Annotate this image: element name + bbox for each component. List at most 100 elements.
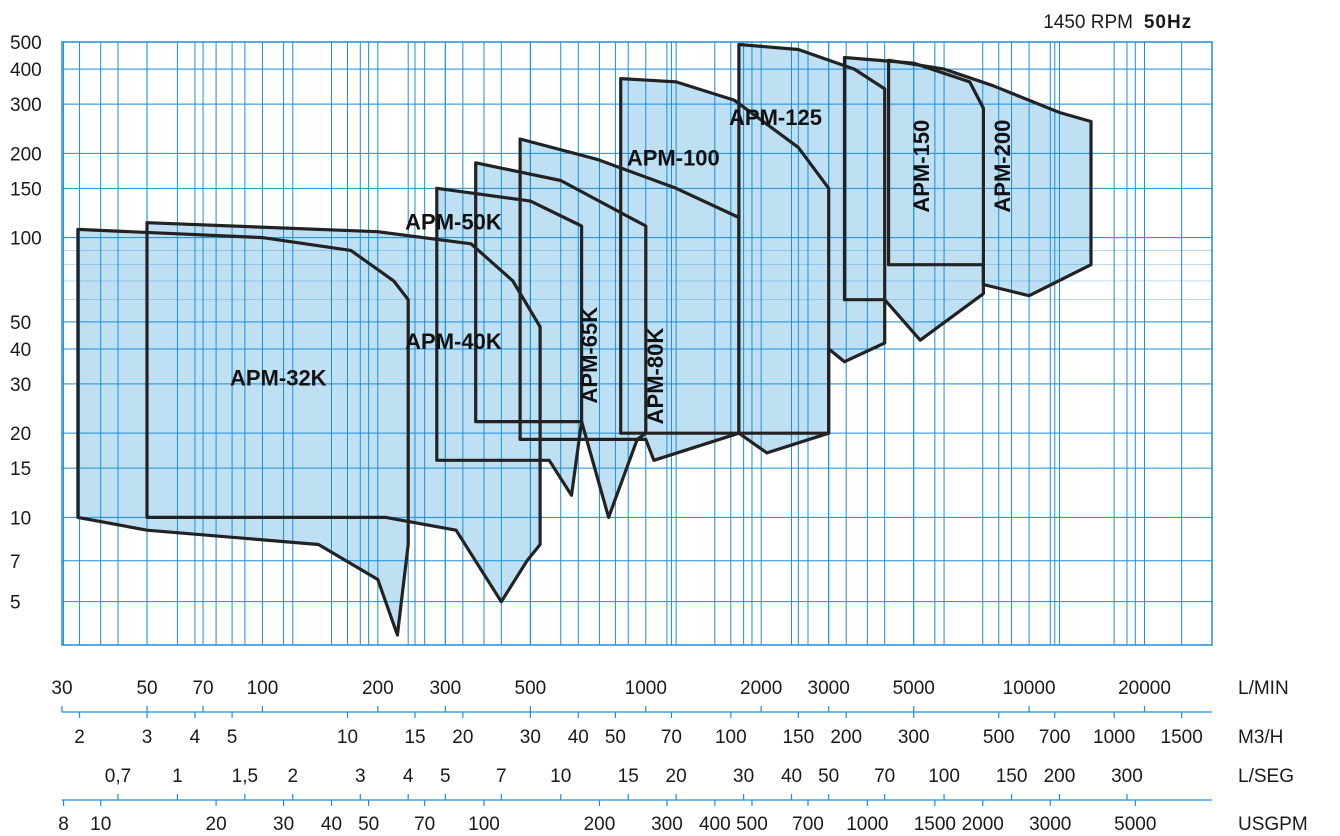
scale-tick-label: 50 bbox=[358, 814, 379, 835]
scale-tick-label: 1,5 bbox=[232, 766, 258, 787]
scale-tick-label: 500 bbox=[515, 678, 547, 699]
scale-tick-label: 1 bbox=[172, 766, 183, 787]
scale-tick-label: 20 bbox=[206, 814, 227, 835]
zone-outline-apm-65k bbox=[474, 161, 648, 519]
scale-tick-label: 4 bbox=[403, 766, 414, 787]
scale-tick-label: 20 bbox=[452, 727, 473, 748]
scale-tick-label: 50 bbox=[605, 727, 626, 748]
zone-outline-apm-80k bbox=[518, 137, 741, 462]
scale-tick-label: 5000 bbox=[893, 678, 935, 699]
zone-label-apm-65k: APM-65K bbox=[577, 307, 602, 404]
scale-tick-label: 300 bbox=[651, 814, 683, 835]
scale-tick-label: 100 bbox=[247, 678, 279, 699]
scale-tick-label: 5 bbox=[440, 766, 451, 787]
scale-tick-label: 50 bbox=[136, 678, 157, 699]
scale-tick-label: 30 bbox=[273, 814, 294, 835]
scale-tick-label: 40 bbox=[321, 814, 342, 835]
scale-tick-label: 3 bbox=[355, 766, 366, 787]
y-tick-label: 20 bbox=[10, 424, 31, 445]
scale-tick-label: 100 bbox=[468, 814, 500, 835]
scale-tick-label: 15 bbox=[404, 727, 425, 748]
scale-tick-label: 40 bbox=[781, 766, 802, 787]
scale-tick-label: 70 bbox=[661, 727, 682, 748]
zone-label-apm-80k: APM-80K bbox=[643, 328, 668, 425]
scale-tick-label: 5000 bbox=[1114, 814, 1156, 835]
scale-m3h: 2 3 4 5 10 15 20 30 40 50 70 100 150 200 300 500 700 1000… bbox=[62, 711, 1283, 748]
scale-tick-label: 0,7 bbox=[105, 766, 131, 787]
scale-unit-label: USGPM bbox=[1238, 814, 1308, 835]
scale-unit-label: L/MIN bbox=[1238, 678, 1289, 699]
scale-tick-label: 300 bbox=[898, 727, 930, 748]
scale-tick-label: 8 bbox=[58, 814, 69, 835]
y-tick-label: 10 bbox=[10, 508, 31, 529]
y-tick-label: 50 bbox=[10, 313, 31, 334]
zone-label-apm-50k: APM-50K bbox=[405, 210, 502, 235]
scale-unit-label: L/SEG bbox=[1238, 766, 1294, 787]
scale-tick-label: 300 bbox=[429, 678, 461, 699]
scale-tick-label: 500 bbox=[736, 814, 768, 835]
y-tick-label: 150 bbox=[10, 179, 42, 200]
zone-outline-apm-100 bbox=[619, 77, 831, 455]
y-tick-label: 100 bbox=[10, 229, 42, 250]
y-tick-label: 15 bbox=[10, 459, 31, 480]
zone-label-apm-32k: APM-32K bbox=[230, 366, 327, 391]
frequency-label: 50Hz bbox=[1144, 12, 1192, 33]
scale-tick-label: 50 bbox=[818, 766, 839, 787]
zone-outline-apm-40k bbox=[145, 221, 542, 604]
scale-tick-label: 700 bbox=[792, 814, 824, 835]
zone-outline-apm-200 bbox=[887, 58, 1093, 298]
scale-tick-label: 10 bbox=[550, 766, 571, 787]
scale-tick-label: 70 bbox=[874, 766, 895, 787]
scale-tick-label: 70 bbox=[414, 814, 435, 835]
scale-tick-label: 30 bbox=[733, 766, 754, 787]
zone-outline-apm-50k bbox=[435, 186, 584, 497]
scale-tick-label: 20 bbox=[666, 766, 687, 787]
scale-tick-label: 30 bbox=[51, 678, 72, 699]
scale-tick-label: 30 bbox=[520, 727, 541, 748]
scale-tick-label: 1000 bbox=[625, 678, 667, 699]
scale-tick-label: 40 bbox=[568, 727, 589, 748]
zone-outline-apm-125 bbox=[737, 42, 887, 435]
scale-tick-label: 200 bbox=[1044, 766, 1076, 787]
y-tick-label: 7 bbox=[10, 552, 21, 573]
zone-label-apm-100: APM-100 bbox=[627, 145, 720, 170]
scale-tick-label: 300 bbox=[1111, 766, 1143, 787]
plot-frame bbox=[61, 41, 1213, 646]
y-axis: 500 400 300 200 150 100 50 40 30 20 15 10 7 5 bbox=[10, 33, 42, 614]
scale-tick-label: 150 bbox=[782, 727, 814, 748]
zone-label-apm-150: APM-150 bbox=[909, 120, 934, 213]
scale-tick-label: 2000 bbox=[962, 814, 1004, 835]
y-tick-label: 400 bbox=[10, 60, 42, 81]
scale-tick-label: 4 bbox=[190, 727, 201, 748]
scale-tick-label: 1500 bbox=[914, 814, 956, 835]
scale-usgpm: 8 10 20 30 40 50 70 100 200 300 400 500 700 1000 1500 2… bbox=[58, 799, 1308, 835]
scale-tick-label: 3000 bbox=[808, 678, 850, 699]
scale-tick-label: 200 bbox=[362, 678, 394, 699]
zone-label-apm-40k: APM-40K bbox=[405, 329, 502, 354]
zone-label-apm-200: APM-200 bbox=[990, 120, 1015, 213]
scale-tick-label: 100 bbox=[715, 727, 747, 748]
zone-label-apm-125: APM-125 bbox=[729, 105, 822, 130]
scale-tick-label: 100 bbox=[928, 766, 960, 787]
scale-tick-label: 3 bbox=[142, 727, 153, 748]
plot-area: APM-200 APM-150 APM-125 APM-100 APM-80K APM-6… bbox=[61, 41, 1213, 646]
scale-tick-label: 500 bbox=[983, 727, 1015, 748]
y-tick-label: 40 bbox=[10, 340, 31, 361]
scale-tick-label: 7 bbox=[496, 766, 507, 787]
scale-lseg: 0,7 1 1,5 2 3 4 5 7 10 15 20 30 40 50 70 100 150 200 300 L/… bbox=[105, 766, 1294, 800]
scale-tick-label: 400 bbox=[699, 814, 731, 835]
scale-unit-label: M3/H bbox=[1238, 727, 1283, 748]
scale-tick-label: 3000 bbox=[1029, 814, 1071, 835]
x-scales: 30 50 70 100 200 300 500 1000 2000 3000 5000 10000 2… bbox=[51, 678, 1307, 835]
y-tick-label: 5 bbox=[10, 593, 21, 614]
scale-tick-label: 10 bbox=[337, 727, 358, 748]
scale-tick-label: 2000 bbox=[740, 678, 782, 699]
scale-tick-label: 15 bbox=[618, 766, 639, 787]
scale-tick-label: 10000 bbox=[1003, 678, 1056, 699]
scale-tick-label: 2 bbox=[74, 727, 85, 748]
speed-label: 1450 RPM bbox=[1043, 12, 1133, 33]
zone-outline-apm-150 bbox=[842, 55, 985, 342]
scale-tick-label: 70 bbox=[192, 678, 213, 699]
scale-tick-label: 700 bbox=[1039, 727, 1071, 748]
